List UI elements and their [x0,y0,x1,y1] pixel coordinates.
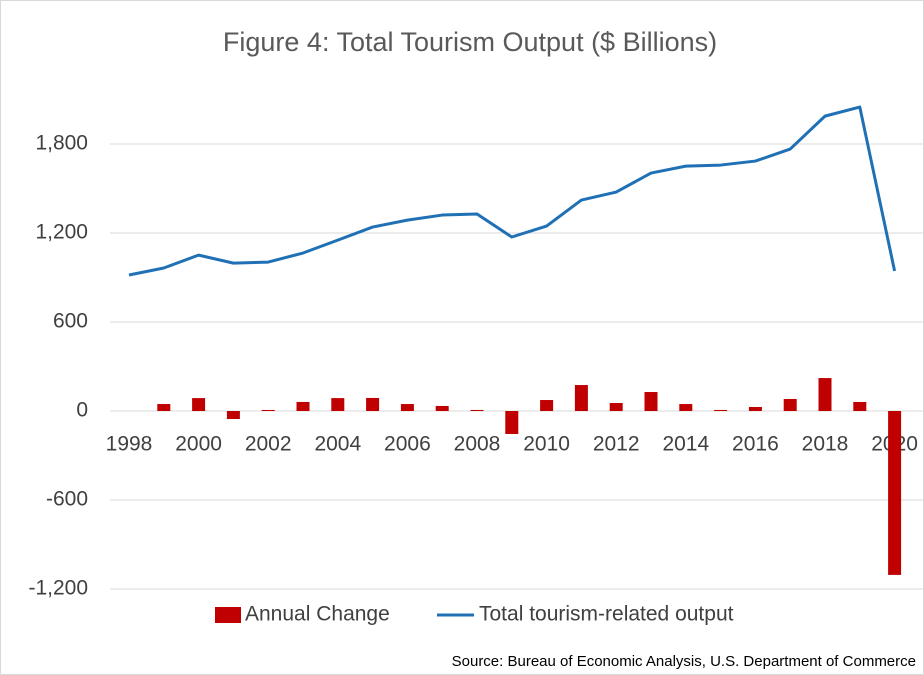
bar [261,409,275,411]
bar [574,385,588,411]
line [128,105,897,277]
legend-swatch [215,607,241,623]
bar [748,406,762,411]
bar [226,411,240,420]
bar [609,402,623,411]
bar [853,401,867,411]
bar [888,411,902,575]
legend-label: Annual Change [245,603,390,626]
bar [714,409,728,411]
y-tick-label: 600 [53,310,88,333]
x-tick-label: 2014 [662,433,709,456]
x-tick-label: 2012 [593,433,640,456]
x-tick-label: 2018 [802,433,849,456]
bar [366,397,380,411]
x-tick-label: 2002 [245,433,292,456]
legend-label: Total tourism-related output [479,603,734,626]
y-tick-label: 0 [76,399,88,422]
y-tick-label: -1,200 [28,577,88,600]
bar [157,404,171,411]
bar [296,401,310,411]
bar [400,404,414,411]
x-tick-label: 1998 [106,433,153,456]
bar [818,378,832,411]
bar [331,398,345,411]
bar [540,400,554,411]
x-tick-label: 2000 [175,433,222,456]
bar [783,398,797,411]
source-note: Source: Bureau of Economic Analysis, U.S… [452,653,916,670]
y-tick-label: 1,800 [35,132,88,155]
x-tick-label: 2008 [454,433,501,456]
bar [679,404,693,411]
y-tick-label: -600 [46,488,88,511]
y-tick-label: 1,200 [35,221,88,244]
x-tick-label: 2006 [384,433,431,456]
x-tick-label: 2010 [523,433,570,456]
x-tick-label: 2016 [732,433,779,456]
bar [644,392,658,411]
chart-title: Figure 4: Total Tourism Output ($ Billio… [223,27,717,57]
bar [435,405,449,411]
bar [470,409,484,411]
bar [505,411,519,434]
bar [192,398,206,411]
x-tick-label: 2004 [314,433,361,456]
